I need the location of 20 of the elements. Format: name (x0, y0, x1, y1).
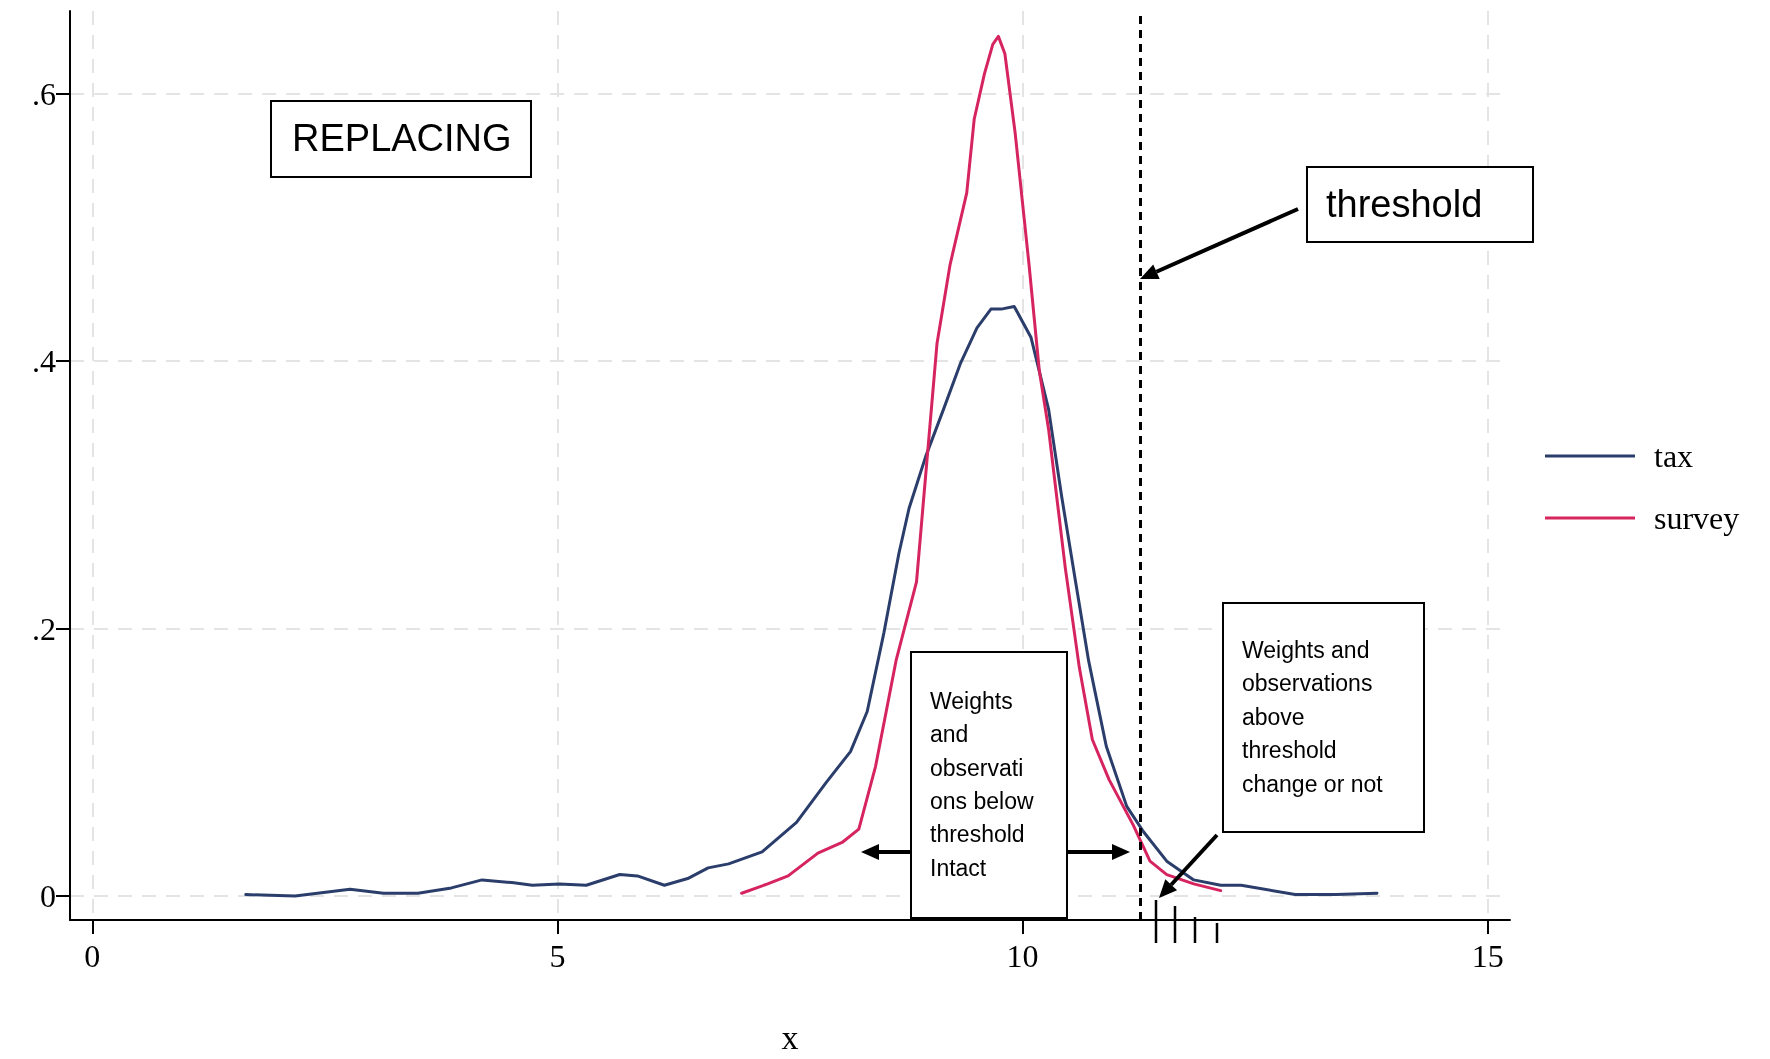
text-box: REPLACING (270, 100, 532, 178)
x-tick-label: 0 (84, 938, 101, 974)
annotation: Weights and observations below threshold Intact (930, 686, 1035, 883)
text-box: Weights and observations below threshold Intact (910, 651, 1068, 919)
y-tick-label: .6 (32, 75, 56, 112)
y-tick-label: 0 (40, 877, 56, 914)
legend-label: tax (1654, 438, 1694, 474)
y-tick-label: .2 (32, 610, 56, 647)
annotation: Weights and observations above threshold change or not (1242, 636, 1384, 799)
annotation: threshold (1326, 181, 1483, 227)
y-tick-label: .4 (32, 343, 56, 380)
text-box: threshold (1306, 166, 1534, 243)
text-box: Weights and observations above threshold change or not (1222, 602, 1425, 833)
annotation: REPLACING (292, 116, 512, 162)
legend-label: survey (1654, 500, 1740, 536)
line-series (740, 34, 1223, 895)
x-tick-label: 10 (1006, 938, 1039, 974)
x-tick-label: 15 (1471, 938, 1504, 974)
x-tick-label: 5 (549, 938, 566, 974)
x-axis-title: x (781, 1018, 799, 1056)
